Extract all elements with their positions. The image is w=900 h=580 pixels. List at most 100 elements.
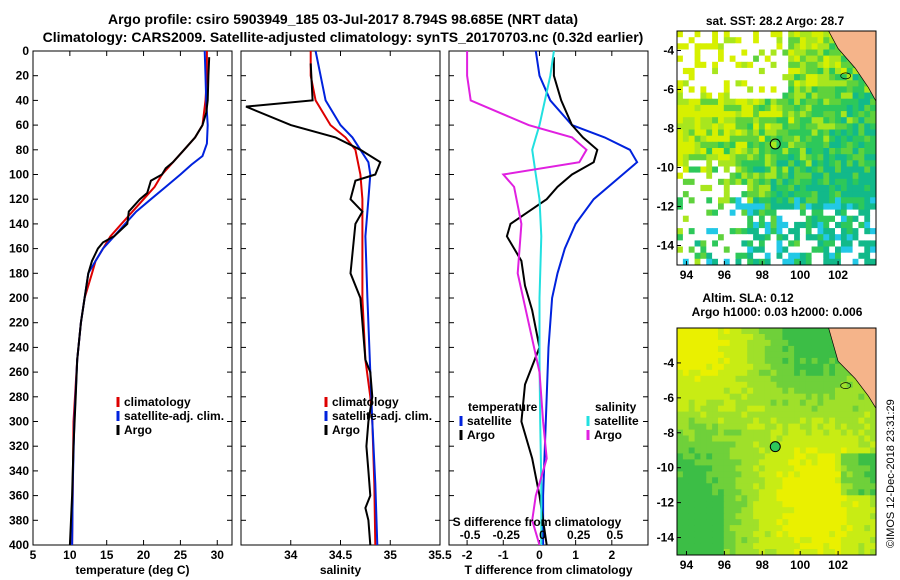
sst_map-cell	[829, 49, 836, 57]
sla_map-cell	[758, 507, 766, 514]
sla_map-cell	[688, 351, 695, 359]
sla_map-cell	[677, 459, 684, 466]
sst_map-cell	[864, 104, 871, 112]
sst_map-cell	[823, 221, 830, 229]
sla_map-cell	[858, 507, 865, 514]
sla_map-cell	[782, 351, 789, 359]
sst_map-cell	[823, 234, 830, 241]
sst_map-cell	[712, 129, 719, 137]
sst_map-cell	[788, 246, 795, 254]
sst_map-cell	[776, 67, 783, 75]
sla_map-cell	[852, 489, 859, 496]
sst_map-cell	[805, 49, 813, 57]
sst_map-cell	[753, 215, 760, 223]
sla_map-cell	[788, 435, 795, 442]
sla_map-cell	[770, 507, 777, 514]
sst_map-cell	[799, 234, 807, 241]
sst_map-cell	[805, 221, 813, 229]
sst_map-cell	[747, 104, 754, 112]
sst_map-cell	[870, 123, 876, 130]
sla_map-cell	[694, 513, 701, 520]
sla_map-cell	[823, 525, 830, 532]
sst_map-cell	[794, 80, 801, 87]
sst_map-cell	[846, 129, 853, 137]
sst_map-cell	[835, 160, 842, 167]
sla_map-cell	[735, 477, 742, 484]
sst_map-cell	[846, 252, 853, 260]
sst_map-cell	[870, 228, 876, 235]
temperature-legend-label: satellite-adj. clim.	[124, 409, 224, 423]
sla_map-cell	[835, 543, 842, 550]
sst_map-cell	[840, 215, 848, 223]
sst_map-cell	[700, 86, 707, 93]
sla_map-cell	[706, 357, 713, 365]
sla_map-ytick-label: -12	[657, 496, 675, 510]
sst_map-cell	[776, 203, 783, 210]
sst_map-field	[677, 31, 876, 265]
sst_map-cell	[817, 92, 824, 100]
sst_map-cell	[729, 61, 736, 69]
salinity-xtick-label: 35.5	[428, 548, 452, 562]
sst_map-cell	[723, 209, 731, 217]
sst_map-cell	[758, 215, 766, 223]
sla_map-cell	[840, 375, 848, 383]
sla_map-cell	[677, 328, 684, 335]
sst_map-cell	[823, 148, 830, 155]
sla_map-cell	[770, 501, 777, 508]
sst_map-cell	[770, 129, 777, 137]
sst_map-cell	[735, 228, 742, 235]
sla_map-cell	[864, 501, 871, 508]
sst_map-cell	[782, 43, 789, 50]
sla_map-cell	[823, 501, 830, 508]
sla_map-cell	[794, 495, 801, 502]
sst_map-cell	[682, 98, 690, 106]
sst_map-cell	[741, 135, 748, 143]
sst_map-cell	[712, 67, 719, 75]
sst_map-cell	[682, 148, 690, 155]
sst_map-cell	[682, 61, 690, 69]
sst_map-xtick-label: 100	[790, 268, 810, 282]
sla_map-cell	[758, 393, 766, 401]
sst_map-cell	[735, 246, 742, 254]
sla_map-cell	[770, 483, 777, 490]
sla_map-cell	[805, 381, 813, 389]
sst_map-cell	[764, 49, 772, 57]
sla_map-cell	[770, 423, 777, 430]
sst_map-cell	[840, 74, 848, 81]
sla_map-cell	[835, 531, 842, 538]
sla_map-cell	[735, 441, 742, 448]
sst_map-cell	[764, 92, 772, 100]
sla_map-cell	[718, 519, 725, 526]
sla_map-cell	[700, 399, 707, 407]
sla_map-cell	[829, 483, 836, 490]
sla_map-cell	[776, 411, 783, 418]
sla_map-cell	[764, 435, 772, 442]
sst_map-cell	[747, 246, 754, 254]
sla_map-cell	[718, 447, 725, 454]
sla_map-cell	[694, 328, 701, 335]
sla_map-cell	[829, 513, 836, 520]
sst_map-cell	[729, 49, 736, 57]
sla_map-cell	[852, 549, 859, 555]
sst_map-cell	[747, 43, 754, 50]
sst_map-cell	[823, 129, 830, 137]
sst_map-cell	[799, 154, 807, 161]
sla_map-cell	[753, 411, 760, 418]
sla_map-cell	[788, 549, 795, 555]
sst_map-cell	[858, 129, 865, 137]
sst_map-cell	[747, 240, 754, 247]
sla_map-cell	[764, 465, 772, 472]
sla_map-cell	[852, 399, 859, 407]
sst_map-cell	[782, 215, 789, 223]
sst_map-cell	[782, 209, 789, 217]
sst_map-cell	[723, 215, 731, 223]
sla_map-cell	[753, 465, 760, 472]
sla_map-cell	[811, 471, 818, 478]
sst_map-cell	[794, 61, 801, 69]
sst_map-cell	[846, 240, 853, 247]
sst_map-cell	[747, 55, 754, 63]
sla_map-cell	[817, 489, 824, 496]
sst_map-cell	[694, 129, 701, 137]
sst_map-cell	[782, 67, 789, 75]
sla_map-cell	[776, 465, 783, 472]
